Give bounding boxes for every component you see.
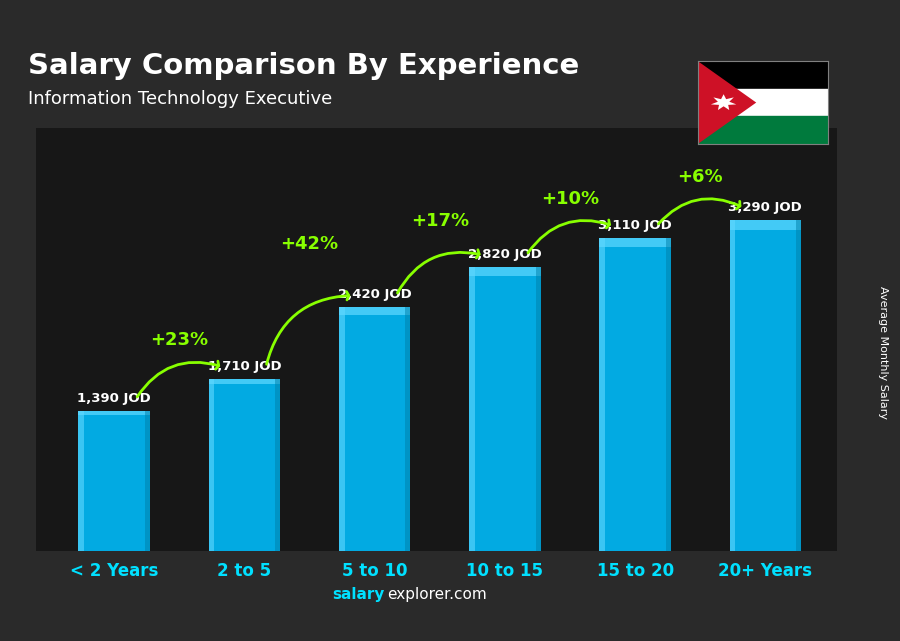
FancyBboxPatch shape [730, 220, 801, 230]
Text: 2,420 JOD: 2,420 JOD [338, 288, 411, 301]
Text: 3,290 JOD: 3,290 JOD [728, 201, 802, 214]
Text: +23%: +23% [150, 331, 208, 349]
FancyBboxPatch shape [469, 267, 475, 551]
FancyBboxPatch shape [338, 308, 345, 551]
FancyBboxPatch shape [730, 220, 735, 551]
Polygon shape [711, 94, 736, 110]
FancyBboxPatch shape [275, 379, 280, 551]
FancyBboxPatch shape [209, 379, 214, 551]
Text: 3,110 JOD: 3,110 JOD [598, 219, 672, 232]
FancyBboxPatch shape [405, 308, 410, 551]
Text: +10%: +10% [541, 190, 599, 208]
Text: +6%: +6% [678, 167, 723, 185]
FancyBboxPatch shape [796, 220, 801, 551]
FancyBboxPatch shape [536, 267, 541, 551]
FancyBboxPatch shape [209, 379, 280, 551]
Text: 2,820 JOD: 2,820 JOD [468, 248, 542, 261]
Bar [698, 61, 828, 88]
FancyBboxPatch shape [145, 412, 150, 551]
Text: 1,710 JOD: 1,710 JOD [208, 360, 281, 373]
Text: explorer.com: explorer.com [387, 587, 487, 602]
FancyBboxPatch shape [666, 238, 670, 551]
Text: 1,390 JOD: 1,390 JOD [77, 392, 151, 405]
FancyBboxPatch shape [599, 238, 670, 247]
Text: +42%: +42% [281, 235, 338, 253]
FancyBboxPatch shape [599, 238, 670, 551]
Text: Salary Comparison By Experience: Salary Comparison By Experience [28, 52, 580, 80]
Bar [698, 117, 828, 144]
FancyBboxPatch shape [599, 238, 605, 551]
Text: +17%: +17% [410, 212, 469, 230]
Polygon shape [698, 61, 756, 144]
FancyBboxPatch shape [209, 379, 280, 384]
FancyBboxPatch shape [78, 412, 150, 551]
Text: Average Monthly Salary: Average Monthly Salary [878, 286, 887, 419]
FancyBboxPatch shape [78, 412, 150, 415]
Bar [698, 88, 828, 117]
FancyBboxPatch shape [469, 267, 541, 276]
FancyBboxPatch shape [730, 220, 801, 551]
FancyBboxPatch shape [78, 412, 84, 551]
Text: salary: salary [332, 587, 384, 602]
FancyBboxPatch shape [469, 267, 541, 551]
Text: Information Technology Executive: Information Technology Executive [28, 90, 332, 108]
FancyBboxPatch shape [338, 308, 410, 551]
FancyBboxPatch shape [338, 308, 410, 315]
